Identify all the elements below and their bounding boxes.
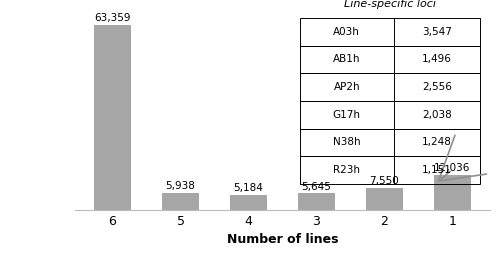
Bar — [366, 188, 403, 210]
Bar — [434, 175, 471, 210]
Text: 7,550: 7,550 — [370, 176, 400, 186]
Text: 2,556: 2,556 — [422, 82, 452, 92]
Text: AB1h: AB1h — [333, 54, 360, 65]
X-axis label: Number of lines: Number of lines — [227, 233, 338, 246]
Text: 1,248: 1,248 — [422, 137, 452, 147]
Bar — [230, 195, 267, 210]
Text: 2,038: 2,038 — [422, 110, 452, 120]
Text: 5,645: 5,645 — [302, 182, 332, 192]
Text: 5,938: 5,938 — [166, 181, 196, 191]
Text: 1,496: 1,496 — [422, 54, 452, 65]
Text: A03h: A03h — [334, 27, 360, 37]
Text: 1,151: 1,151 — [422, 165, 452, 175]
Text: N38h: N38h — [333, 137, 360, 147]
Text: G17h: G17h — [333, 110, 361, 120]
Bar — [298, 193, 335, 210]
Text: 12,036: 12,036 — [434, 163, 470, 173]
Text: AP2h: AP2h — [334, 82, 360, 92]
Text: R23h: R23h — [334, 165, 360, 175]
Bar — [162, 193, 199, 210]
Text: 3,547: 3,547 — [422, 27, 452, 37]
Text: 5,184: 5,184 — [234, 183, 264, 193]
Text: 63,359: 63,359 — [94, 13, 131, 23]
Bar — [94, 25, 132, 210]
Text: Line-specific loci: Line-specific loci — [344, 0, 436, 9]
